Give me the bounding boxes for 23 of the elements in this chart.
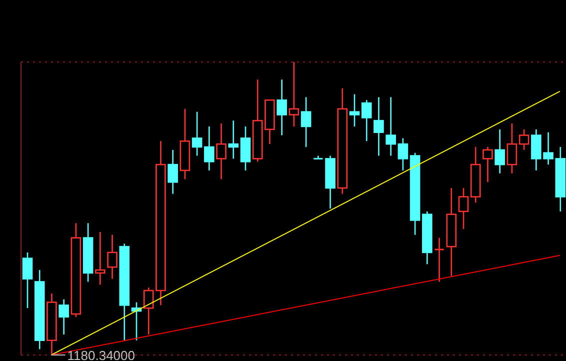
candlestick — [34, 269, 45, 350]
candlestick — [300, 96, 312, 148]
candlestick — [337, 88, 348, 194]
candlestick — [228, 120, 239, 160]
candlestick — [58, 298, 69, 336]
candlestick — [386, 96, 396, 156]
candlestick — [361, 99, 372, 142]
candlestick — [46, 292, 57, 355]
candlestick — [216, 122, 226, 180]
candlestick — [349, 94, 360, 128]
candlestick — [434, 237, 445, 282]
candlestick — [446, 187, 457, 277]
candlestick — [204, 126, 214, 172]
annotation: 1180.34000 — [67, 348, 135, 361]
candlestick — [168, 149, 178, 194]
candlestick — [470, 146, 481, 204]
candlestick — [494, 128, 505, 174]
candlestick — [288, 62, 300, 128]
candlestick — [374, 96, 384, 156]
candlestick — [119, 243, 130, 341]
candlestick — [276, 78, 287, 136]
candlestick — [95, 231, 106, 286]
candlestick — [107, 234, 118, 280]
